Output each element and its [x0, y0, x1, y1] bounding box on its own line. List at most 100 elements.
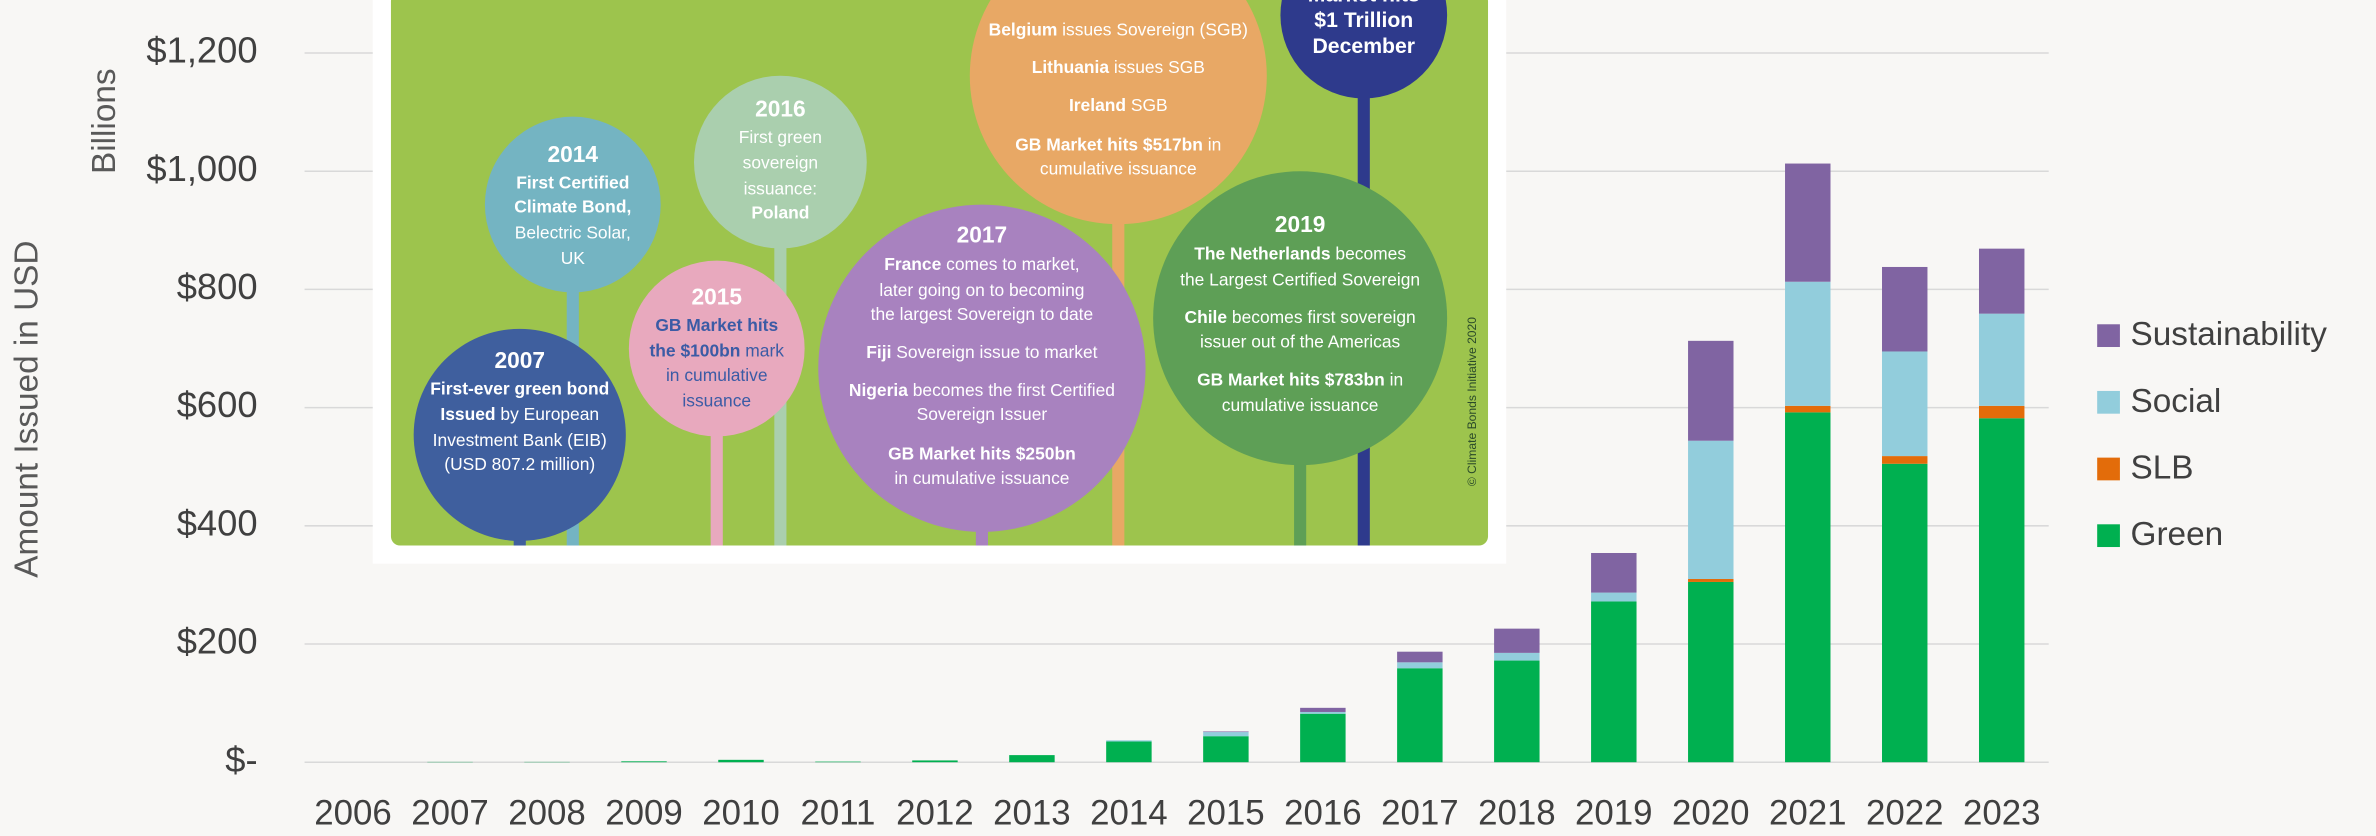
- legend-label: SLB: [2131, 450, 2194, 487]
- infographic: 2007 First-ever green bond Issued by Europ…: [372, 0, 1507, 564]
- milestone-text: Market hits: [1308, 0, 1420, 6]
- text-segment: GB Market hits: [655, 314, 778, 334]
- bar-segment: [1688, 579, 1734, 582]
- x-tick-label: 2022: [1866, 793, 1944, 832]
- text-segment: Belectric Solar,: [515, 222, 631, 242]
- milestone-text: First green: [739, 127, 822, 147]
- milestone-text: the Largest Certified Sovereign: [1180, 269, 1420, 289]
- bar-segment: [1494, 628, 1540, 653]
- x-tick-label: 2009: [605, 793, 683, 832]
- milestone-text: Fiji Sovereign issue to market: [866, 342, 1097, 362]
- milestone-text: December: [1313, 35, 1416, 58]
- text-segment: issuance: [682, 390, 751, 410]
- text-segment: Sovereign Issuer: [917, 404, 1048, 424]
- milestone-text: Belgium issues Sovereign (SGB): [989, 19, 1248, 39]
- text-segment: in: [1203, 134, 1221, 154]
- bar-segment: [1300, 707, 1346, 712]
- milestone-circle: [1153, 171, 1448, 466]
- bar-segment: [1494, 660, 1540, 763]
- milestone-text: issuance:: [744, 178, 818, 198]
- text-segment: cumulative issuance: [1222, 395, 1379, 415]
- text-segment: the Largest Certified Sovereign: [1180, 269, 1420, 289]
- milestone-text: the largest Sovereign to date: [871, 304, 1094, 324]
- milestone-year: 2015: [691, 284, 742, 310]
- milestone-year: 2007: [494, 347, 545, 373]
- text-segment: Market hits: [1308, 0, 1420, 6]
- text-segment: GB Market hits $517bn: [1015, 134, 1203, 154]
- text-segment: becomes: [1331, 243, 1407, 263]
- bar-segment: [1300, 711, 1346, 714]
- milestone-text: First Certified: [516, 172, 629, 192]
- milestone-text: First-ever green bond: [430, 378, 609, 398]
- milestone-text: Poland: [751, 202, 809, 222]
- text-segment: sovereign: [743, 152, 818, 172]
- text-segment: GB Market hits $783bn: [1197, 369, 1385, 389]
- text-segment: France: [884, 254, 941, 274]
- x-tick-label: 2008: [508, 793, 586, 832]
- bar-segment: [1688, 340, 1734, 441]
- text-segment: (USD 807.2 million): [444, 454, 595, 474]
- y-tick-label: $800: [177, 266, 258, 307]
- legend-swatch: [2097, 324, 2120, 348]
- text-segment: Lithuania: [1032, 57, 1110, 77]
- text-segment: in cumulative issuance: [894, 467, 1069, 487]
- text-segment: First green: [739, 127, 822, 147]
- text-segment: 2007: [494, 347, 545, 373]
- milestone-text: Issued by European: [440, 404, 599, 424]
- milestone-text: in cumulative: [666, 364, 768, 384]
- text-segment: issuer out of the Americas: [1200, 331, 1401, 351]
- text-segment: Poland: [751, 202, 809, 222]
- milestone-text: Investment Bank (EIB): [433, 430, 607, 450]
- bar-segment: [1009, 755, 1055, 763]
- text-segment: cumulative issuance: [1040, 158, 1197, 178]
- milestone-text: GB Market hits $250bn: [888, 443, 1076, 463]
- milestone-text: France comes to market,: [884, 254, 1079, 274]
- bar-segment: [621, 761, 667, 763]
- text-segment: comes to market,: [941, 254, 1079, 274]
- legend-label: Sustainability: [2131, 316, 2328, 353]
- x-tick-label: 2013: [993, 793, 1071, 832]
- bar-segment: [1882, 463, 1928, 763]
- bar-segment: [1978, 405, 2025, 419]
- milestone-text: Nigeria becomes the first Certified: [849, 380, 1115, 400]
- milestone-text: issuer out of the Americas: [1200, 331, 1401, 351]
- bar-segment: [1397, 668, 1443, 763]
- bar-segment: [912, 760, 958, 763]
- x-tick-label: 2017: [1381, 793, 1459, 832]
- text-segment: issues Sovereign (SGB): [1057, 19, 1248, 39]
- milestone-text: Belectric Solar,: [515, 222, 631, 242]
- milestone-circle: [1280, 0, 1448, 99]
- text-segment: First Certified: [516, 172, 629, 192]
- text-segment: 2015: [691, 284, 742, 310]
- text-segment: in cumulative: [666, 364, 768, 384]
- text-segment: 2014: [548, 141, 599, 167]
- milestone-text: cumulative issuance: [1040, 158, 1197, 178]
- x-tick-label: 2006: [314, 793, 392, 832]
- x-tick-label: 2020: [1672, 793, 1750, 832]
- bar-segment: [1300, 713, 1346, 763]
- x-tick-label: 2019: [1575, 793, 1653, 832]
- text-segment: mark: [740, 340, 784, 360]
- credit: © Climate Bonds Initiative 2020: [1465, 317, 1479, 486]
- text-segment: Climate Bond,: [514, 196, 631, 216]
- milestone-text: sovereign: [743, 152, 818, 172]
- y-tick-label: $-: [225, 739, 257, 780]
- text-segment: December: [1313, 35, 1416, 58]
- x-tick-label: 2021: [1769, 793, 1847, 832]
- bar-segment: [1978, 313, 2025, 406]
- bar-segment: [1882, 456, 1928, 464]
- y-tick-label: $1,200: [146, 30, 257, 71]
- milestone-text: cumulative issuance: [1222, 395, 1379, 415]
- bar-segment: [1688, 440, 1734, 580]
- bar-segment: [1785, 281, 1831, 406]
- bar-segment: [1978, 418, 2025, 763]
- y-tick-label: $1,000: [146, 148, 257, 189]
- milestone-year: 2014: [548, 141, 599, 167]
- x-tick-label: 2016: [1284, 793, 1362, 832]
- text-segment: 2016: [755, 96, 806, 122]
- text-segment: in: [1385, 369, 1403, 389]
- x-tick-label: 2011: [800, 793, 875, 832]
- text-segment: the $100bn: [650, 340, 741, 360]
- milestone-text: Climate Bond,: [514, 196, 631, 216]
- milestone-text: in cumulative issuance: [894, 467, 1069, 487]
